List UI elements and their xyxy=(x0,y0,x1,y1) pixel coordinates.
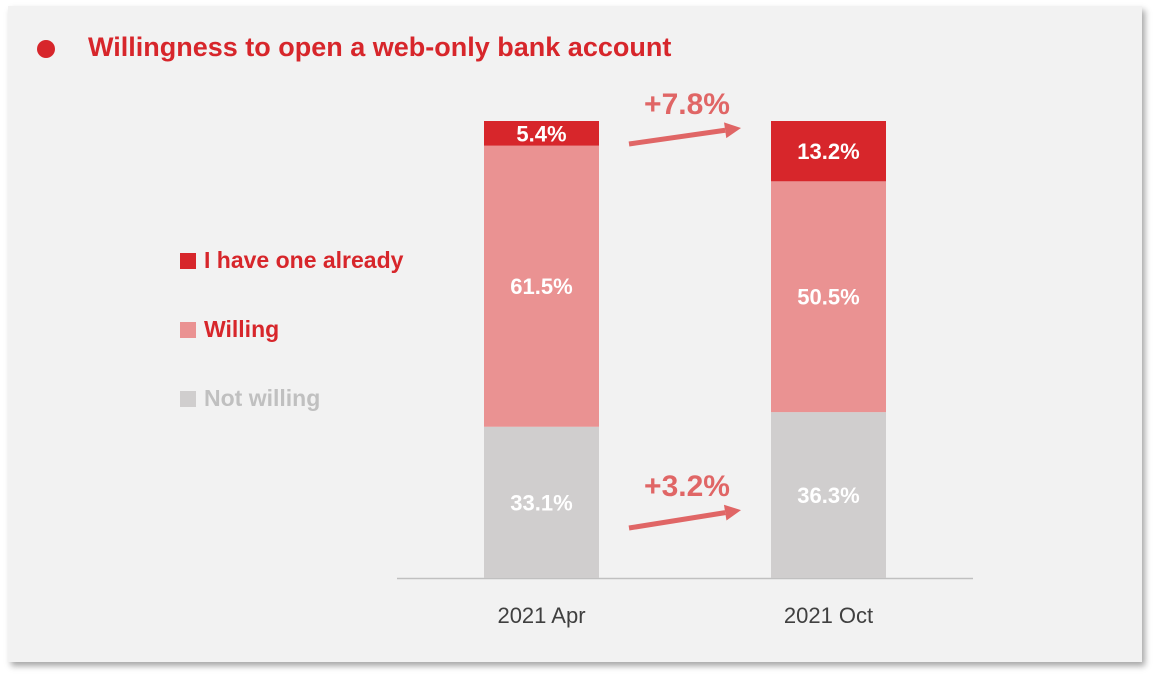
legend-label: Willing xyxy=(204,316,280,342)
legend-swatch-not-willing xyxy=(180,391,196,407)
legend-label: I have one already xyxy=(204,247,404,273)
data-label: 13.2% xyxy=(797,139,859,164)
bar-segment-not-willing xyxy=(484,426,599,578)
legend-item-not-willing: Not willing xyxy=(180,385,320,412)
bar-segment-not-willing xyxy=(771,412,886,578)
trend-arrow-icon xyxy=(723,504,741,521)
data-label: 36.3% xyxy=(797,483,859,508)
data-label: 61.5% xyxy=(510,274,572,299)
data-label: 50.5% xyxy=(797,285,859,310)
bar-segment-i-have-one-already xyxy=(771,121,886,182)
change-annotation: +7.8% xyxy=(644,88,730,121)
legend-swatch-have-one xyxy=(180,253,196,269)
trend-arrow-line xyxy=(628,510,726,531)
legend-item-have-one: I have one already xyxy=(180,247,403,274)
category-label: 2021 Apr xyxy=(497,603,585,628)
data-label: 33.1% xyxy=(510,490,572,515)
bar-segment-i-have-one-already xyxy=(484,121,599,146)
chart-title: Willingness to open a web-only bank acco… xyxy=(88,32,672,62)
bar-segment-willing xyxy=(771,181,886,413)
trend-arrow-line xyxy=(628,127,726,147)
trend-arrow-icon xyxy=(724,122,741,139)
data-label: 5.4% xyxy=(516,121,566,146)
title-bullet-icon xyxy=(37,40,55,58)
bar-segment-willing xyxy=(484,145,599,427)
legend-swatch-willing xyxy=(180,322,196,338)
legend-label: Not willing xyxy=(204,385,321,411)
change-annotation: +3.2% xyxy=(644,470,730,503)
category-label: 2021 Oct xyxy=(784,603,873,628)
legend-item-willing: Willing xyxy=(180,316,279,343)
